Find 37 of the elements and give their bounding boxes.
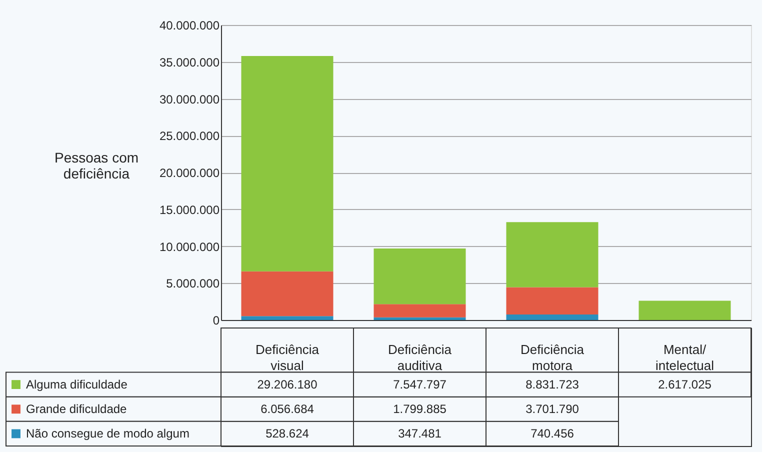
legend-label: Alguma dificuldade	[26, 378, 128, 392]
x-tick-label: Mental/ intelectual	[655, 342, 714, 374]
data-label: 7.547.797	[393, 378, 447, 392]
data-label: 29.206.180	[257, 378, 318, 392]
data-label: 528.624	[266, 426, 310, 441]
bar	[374, 248, 466, 304]
bar	[241, 56, 334, 272]
data-label: 740.456	[530, 426, 574, 441]
data-label: 6.056.684	[260, 402, 314, 416]
data-label: 347.481	[398, 426, 442, 441]
data-label: 8.831.723	[526, 378, 580, 392]
bar	[506, 222, 598, 288]
data-label: 2.617.025	[658, 378, 712, 392]
x-tick-label: Deficiência visual	[255, 342, 320, 374]
y-tick-label: 5.000.000	[166, 276, 220, 291]
bar	[374, 317, 466, 320]
y-axis-title: Pessoas com deficiência	[54, 150, 139, 182]
y-tick-label: 30.000.000	[159, 92, 220, 106]
legend-label: Não consegue de modo algum	[26, 426, 190, 441]
bar	[241, 316, 334, 320]
y-tick-label: 25.000.000	[159, 129, 220, 144]
bar	[241, 271, 334, 316]
data-label: 3.701.790	[526, 402, 580, 416]
y-tick-label: 35.000.000	[159, 55, 220, 70]
x-tick-label: Deficiência auditiva	[388, 342, 452, 374]
data-label: 1.799.885	[393, 402, 447, 416]
x-tick-label: Deficiência motora	[520, 342, 585, 374]
y-tick-label: 15.000.000	[159, 202, 220, 217]
bar	[506, 287, 598, 315]
y-tick-label: 40.000.000	[159, 18, 220, 32]
y-tick-label: 0	[212, 314, 220, 328]
bar	[638, 300, 731, 320]
y-tick-label: 10.000.000	[159, 240, 220, 254]
bar	[506, 314, 598, 320]
y-tick-label: 20.000.000	[159, 166, 220, 180]
bar	[374, 304, 466, 318]
legend-label: Grande dificuldade	[26, 402, 128, 416]
